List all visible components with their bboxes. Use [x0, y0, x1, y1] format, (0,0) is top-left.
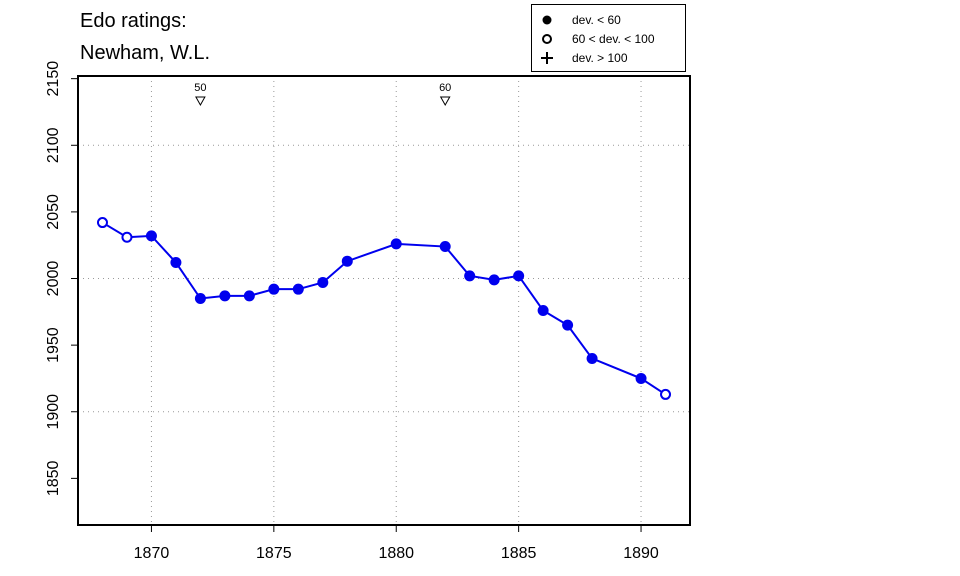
y-axis: 1850 1900 1950 2000 2050 2100 2150: [45, 61, 78, 496]
legend: dev. < 60 60 < dev. < 100 dev. > 100: [531, 4, 686, 72]
down-triangle-icon: [195, 96, 206, 107]
annotations: 50 60: [194, 82, 451, 107]
annotation-label: 50: [194, 82, 206, 94]
data-point: [145, 230, 157, 242]
y-tick-label: 2100: [45, 127, 62, 163]
x-axis: 1870 1875 1880 1885 1890: [134, 525, 659, 562]
y-tick-label: 1850: [45, 460, 62, 496]
gridlines: [78, 76, 690, 525]
y-tick-label: 2000: [45, 261, 62, 297]
data-point: [488, 274, 500, 286]
x-tick-label: 1880: [378, 545, 414, 562]
data-point: [243, 290, 255, 302]
data-point: [170, 257, 182, 269]
data-point-open: [121, 231, 133, 243]
data-point: [268, 283, 280, 295]
legend-entry: 60 < dev. < 100: [532, 30, 685, 48]
data-point: [635, 372, 647, 384]
y-tick-label: 1900: [45, 394, 62, 430]
chart-title: Edo ratings:: [80, 10, 187, 32]
data-point: [341, 255, 353, 267]
plus-icon: [541, 52, 553, 64]
legend-entry: dev. > 100: [532, 49, 685, 67]
x-tick-label: 1870: [134, 545, 170, 562]
data-point: [537, 304, 549, 316]
data-point: [219, 290, 231, 302]
legend-label: dev. < 60: [572, 13, 621, 27]
data-point: [317, 277, 329, 289]
data-point: [562, 319, 574, 331]
data-point: [292, 283, 304, 295]
data-point: [390, 238, 402, 250]
data-point: [439, 241, 451, 253]
y-tick-label: 2050: [45, 194, 62, 230]
annotation-label: 60: [439, 82, 451, 94]
chart-subtitle: Newham, W.L.: [80, 42, 211, 64]
series-line: [101, 221, 667, 396]
y-tick-label: 1950: [45, 327, 62, 363]
legend-label: dev. > 100: [572, 51, 628, 65]
data-point: [194, 293, 206, 305]
legend-entry: dev. < 60: [532, 11, 685, 29]
filled-circle-icon: [542, 15, 552, 25]
data-point-open: [96, 217, 108, 229]
data-point: [513, 270, 525, 282]
y-tick-label: 2150: [45, 61, 62, 97]
plot-frame: [77, 75, 691, 526]
down-triangle-icon: [439, 96, 451, 107]
x-tick-label: 1875: [256, 545, 292, 562]
data-point: [586, 352, 598, 364]
open-circle-icon: [542, 34, 552, 44]
x-tick-label: 1890: [623, 545, 659, 562]
data-point: [464, 270, 476, 282]
data-series: [96, 217, 672, 400]
legend-label: 60 < dev. < 100: [572, 32, 655, 46]
x-tick-label: 1885: [501, 545, 537, 562]
data-point-open: [660, 388, 672, 400]
